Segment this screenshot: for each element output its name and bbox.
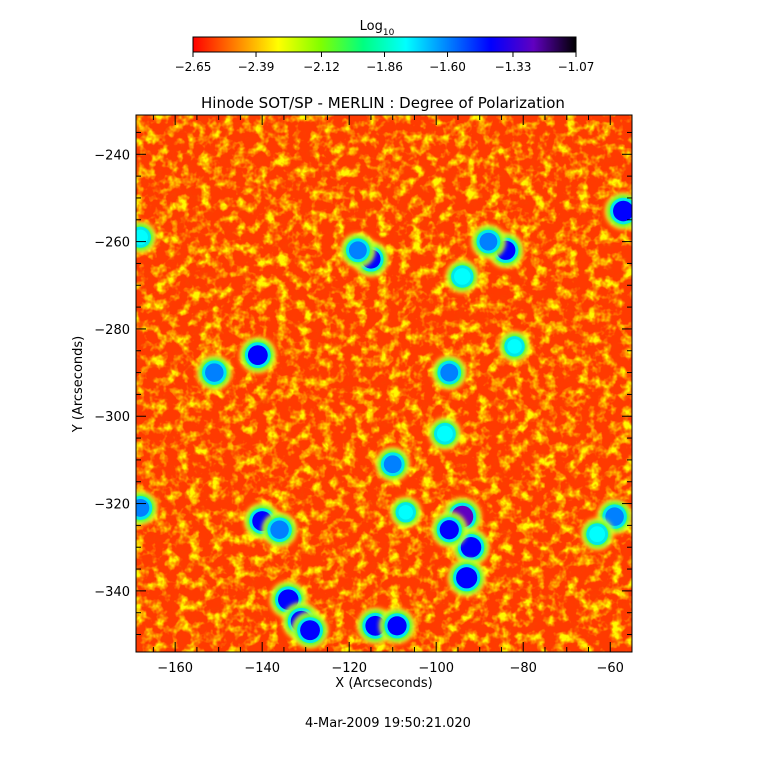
chart-title: Hinode SOT/SP - MERLIN : Degree of Polar…: [201, 94, 565, 112]
x-axis: −160 −140 −120 −100 −80 −60: [152, 115, 633, 676]
feature-core: [270, 520, 289, 540]
x-tick-label: −80: [510, 661, 537, 676]
colorbar-tick-label: −1.86: [366, 60, 403, 74]
colorbar-tick-label: −2.65: [175, 60, 212, 74]
plot-frame: [135, 114, 633, 653]
feature-core: [479, 232, 498, 251]
colorbar-tick-label: −1.07: [558, 60, 595, 74]
y-tick-label: −260: [94, 236, 130, 251]
feature-core: [247, 345, 268, 366]
heatmap-features: [136, 192, 632, 649]
colorbar: Log10 −2.65 −2.39 −2.12 −1.86 −1.60 −1.33 −1.0…: [175, 19, 595, 74]
y-tick-label: −340: [94, 585, 130, 600]
heatmap-area: [136, 115, 632, 652]
x-tick-label: −100: [418, 661, 454, 676]
feature-core: [136, 499, 150, 517]
feature-core: [440, 363, 459, 382]
feature-core: [605, 507, 624, 526]
x-tick-label: −140: [244, 661, 280, 676]
x-axis-label: X (Arcseconds): [335, 676, 432, 691]
feature-core: [437, 425, 453, 442]
feature-core: [589, 526, 606, 543]
colorbar-label: Log10: [360, 19, 395, 38]
feature-core: [507, 339, 522, 354]
colorbar-gradient: [192, 36, 577, 53]
feature-core: [205, 363, 224, 382]
x-tick-label: −120: [331, 661, 367, 676]
feature-core: [136, 229, 148, 245]
colorbar-ticks: −2.65 −2.39 −2.12 −1.86 −1.60 −1.33 −1.07: [175, 52, 595, 74]
feature-core: [460, 536, 482, 558]
y-tick-label: −240: [94, 148, 130, 163]
y-axis: −240 −260 −280 −300 −320 −340: [94, 131, 632, 636]
x-tick-label: −160: [157, 661, 193, 676]
feature-core: [439, 520, 459, 540]
feature-core: [300, 620, 320, 641]
feature-core: [383, 455, 402, 474]
colorbar-tick-label: −2.39: [238, 60, 275, 74]
feature-core: [398, 505, 413, 520]
y-tick-label: −320: [94, 498, 130, 513]
feature-core: [613, 200, 632, 222]
feature-core: [456, 567, 478, 589]
y-axis-label: Y (Arcseconds): [71, 336, 86, 433]
feature-core: [387, 616, 407, 636]
colorbar-tick-label: −1.33: [495, 60, 532, 74]
feature-core: [454, 268, 471, 285]
y-tick-label: −280: [94, 323, 130, 338]
colorbar-tick-label: −1.60: [429, 60, 466, 74]
colorbar-tick-label: −2.12: [303, 60, 340, 74]
y-tick-label: −300: [94, 410, 130, 425]
feature-core: [348, 241, 367, 260]
timestamp: 4-Mar-2009 19:50:21.020: [305, 716, 471, 731]
x-tick-label: −60: [597, 661, 624, 676]
